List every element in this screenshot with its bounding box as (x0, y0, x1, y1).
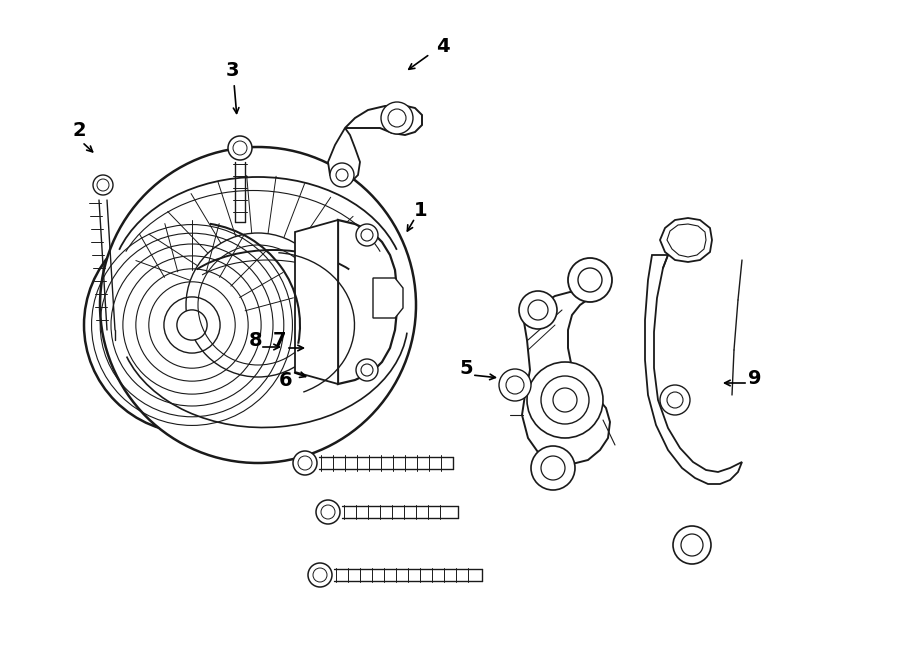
Circle shape (330, 163, 354, 187)
Circle shape (531, 446, 575, 490)
Text: 2: 2 (72, 122, 86, 141)
Circle shape (93, 175, 113, 195)
Polygon shape (328, 128, 360, 183)
Polygon shape (345, 105, 422, 135)
Text: 3: 3 (225, 61, 238, 81)
Circle shape (673, 526, 711, 564)
Polygon shape (373, 278, 403, 318)
Polygon shape (667, 224, 706, 257)
Circle shape (527, 362, 603, 438)
Polygon shape (295, 220, 338, 384)
Circle shape (84, 217, 300, 433)
Circle shape (568, 258, 612, 302)
Polygon shape (338, 220, 397, 384)
Circle shape (177, 310, 207, 340)
Circle shape (356, 359, 378, 381)
Circle shape (186, 233, 330, 377)
Circle shape (316, 500, 340, 524)
Text: 7: 7 (274, 332, 287, 350)
Text: 6: 6 (279, 371, 292, 389)
Circle shape (519, 291, 557, 329)
Circle shape (308, 563, 332, 587)
Circle shape (381, 102, 413, 134)
Text: 5: 5 (459, 358, 472, 377)
Polygon shape (660, 218, 712, 262)
Polygon shape (522, 292, 610, 464)
Circle shape (356, 224, 378, 246)
Circle shape (293, 451, 317, 475)
Circle shape (660, 385, 690, 415)
Circle shape (228, 136, 252, 160)
Text: 8: 8 (249, 330, 263, 350)
Polygon shape (645, 255, 742, 484)
Text: 4: 4 (436, 38, 450, 56)
Circle shape (499, 369, 531, 401)
Circle shape (100, 147, 416, 463)
Text: 1: 1 (414, 200, 427, 219)
Text: 9: 9 (748, 368, 761, 387)
